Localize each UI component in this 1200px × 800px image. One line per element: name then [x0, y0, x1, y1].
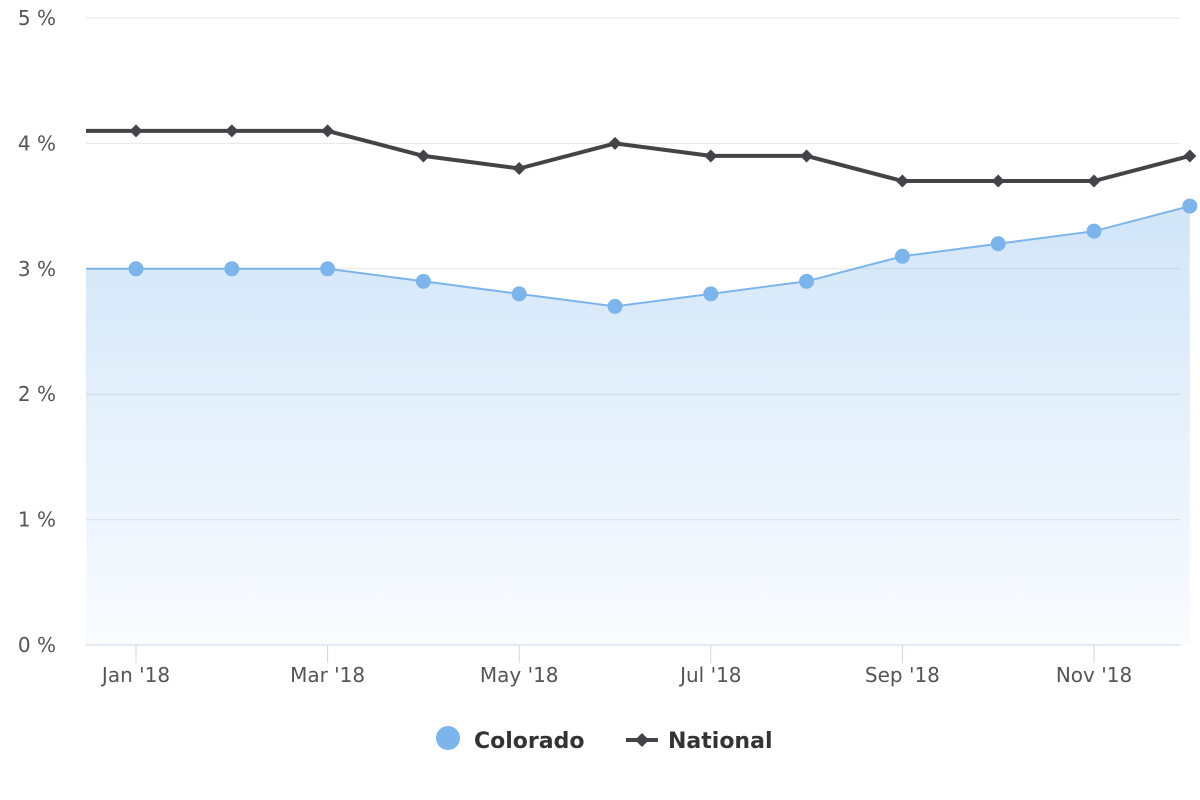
- x-tick-label: May '18: [480, 663, 559, 687]
- y-tick-label: 1 %: [18, 508, 56, 532]
- colorado-point: [511, 286, 527, 302]
- legend-item-national: National: [626, 729, 772, 754]
- y-tick-label: 3 %: [18, 257, 56, 281]
- y-tick-label: 0 %: [18, 633, 56, 657]
- legend-label-colorado: Colorado: [474, 729, 584, 754]
- x-tick-label: Jan '18: [100, 663, 170, 687]
- series-layer: [86, 124, 1198, 645]
- national-point: [129, 124, 143, 138]
- national-point: [608, 136, 622, 150]
- colorado-point: [990, 236, 1006, 252]
- colorado-area: [86, 206, 1190, 645]
- colorado-point: [415, 273, 431, 289]
- x-axis: Jan '18 Mar '18 May '18 Jul '18 Sep '18 Nov '…: [100, 645, 1132, 687]
- y-tick-label: 2 %: [18, 382, 56, 406]
- national-point: [225, 124, 239, 138]
- national-point: [1183, 149, 1197, 163]
- y-tick-label: 5 %: [18, 6, 56, 30]
- colorado-point: [703, 286, 719, 302]
- legend-symbol-colorado: [436, 726, 460, 750]
- colorado-point: [224, 261, 240, 277]
- legend-item-colorado: Colorado: [436, 726, 584, 754]
- legend-symbol-national: [635, 733, 649, 747]
- national-point: [1087, 174, 1101, 188]
- x-tick-label: Jul '18: [678, 663, 741, 687]
- legend: Colorado National: [436, 726, 772, 754]
- colorado-point: [320, 261, 336, 277]
- x-tick-label: Sep '18: [865, 663, 940, 687]
- national-point: [704, 149, 718, 163]
- colorado-point: [894, 248, 910, 264]
- national-point: [991, 174, 1005, 188]
- legend-label-national: National: [668, 729, 772, 754]
- colorado-point: [128, 261, 144, 277]
- y-axis-labels: 0 % 1 % 2 % 3 % 4 % 5 %: [18, 6, 56, 657]
- colorado-point: [1086, 223, 1102, 239]
- national-point: [800, 149, 814, 163]
- colorado-point: [799, 273, 815, 289]
- national-point: [895, 174, 909, 188]
- x-tick-label: Mar '18: [290, 663, 365, 687]
- national-point: [321, 124, 335, 138]
- national-point: [512, 161, 526, 175]
- national-line: [86, 128, 1191, 183]
- colorado-point: [607, 298, 623, 314]
- x-tick-label: Nov '18: [1056, 663, 1132, 687]
- colorado-point: [1182, 198, 1198, 214]
- national-point: [416, 149, 430, 163]
- y-tick-label: 4 %: [18, 131, 56, 155]
